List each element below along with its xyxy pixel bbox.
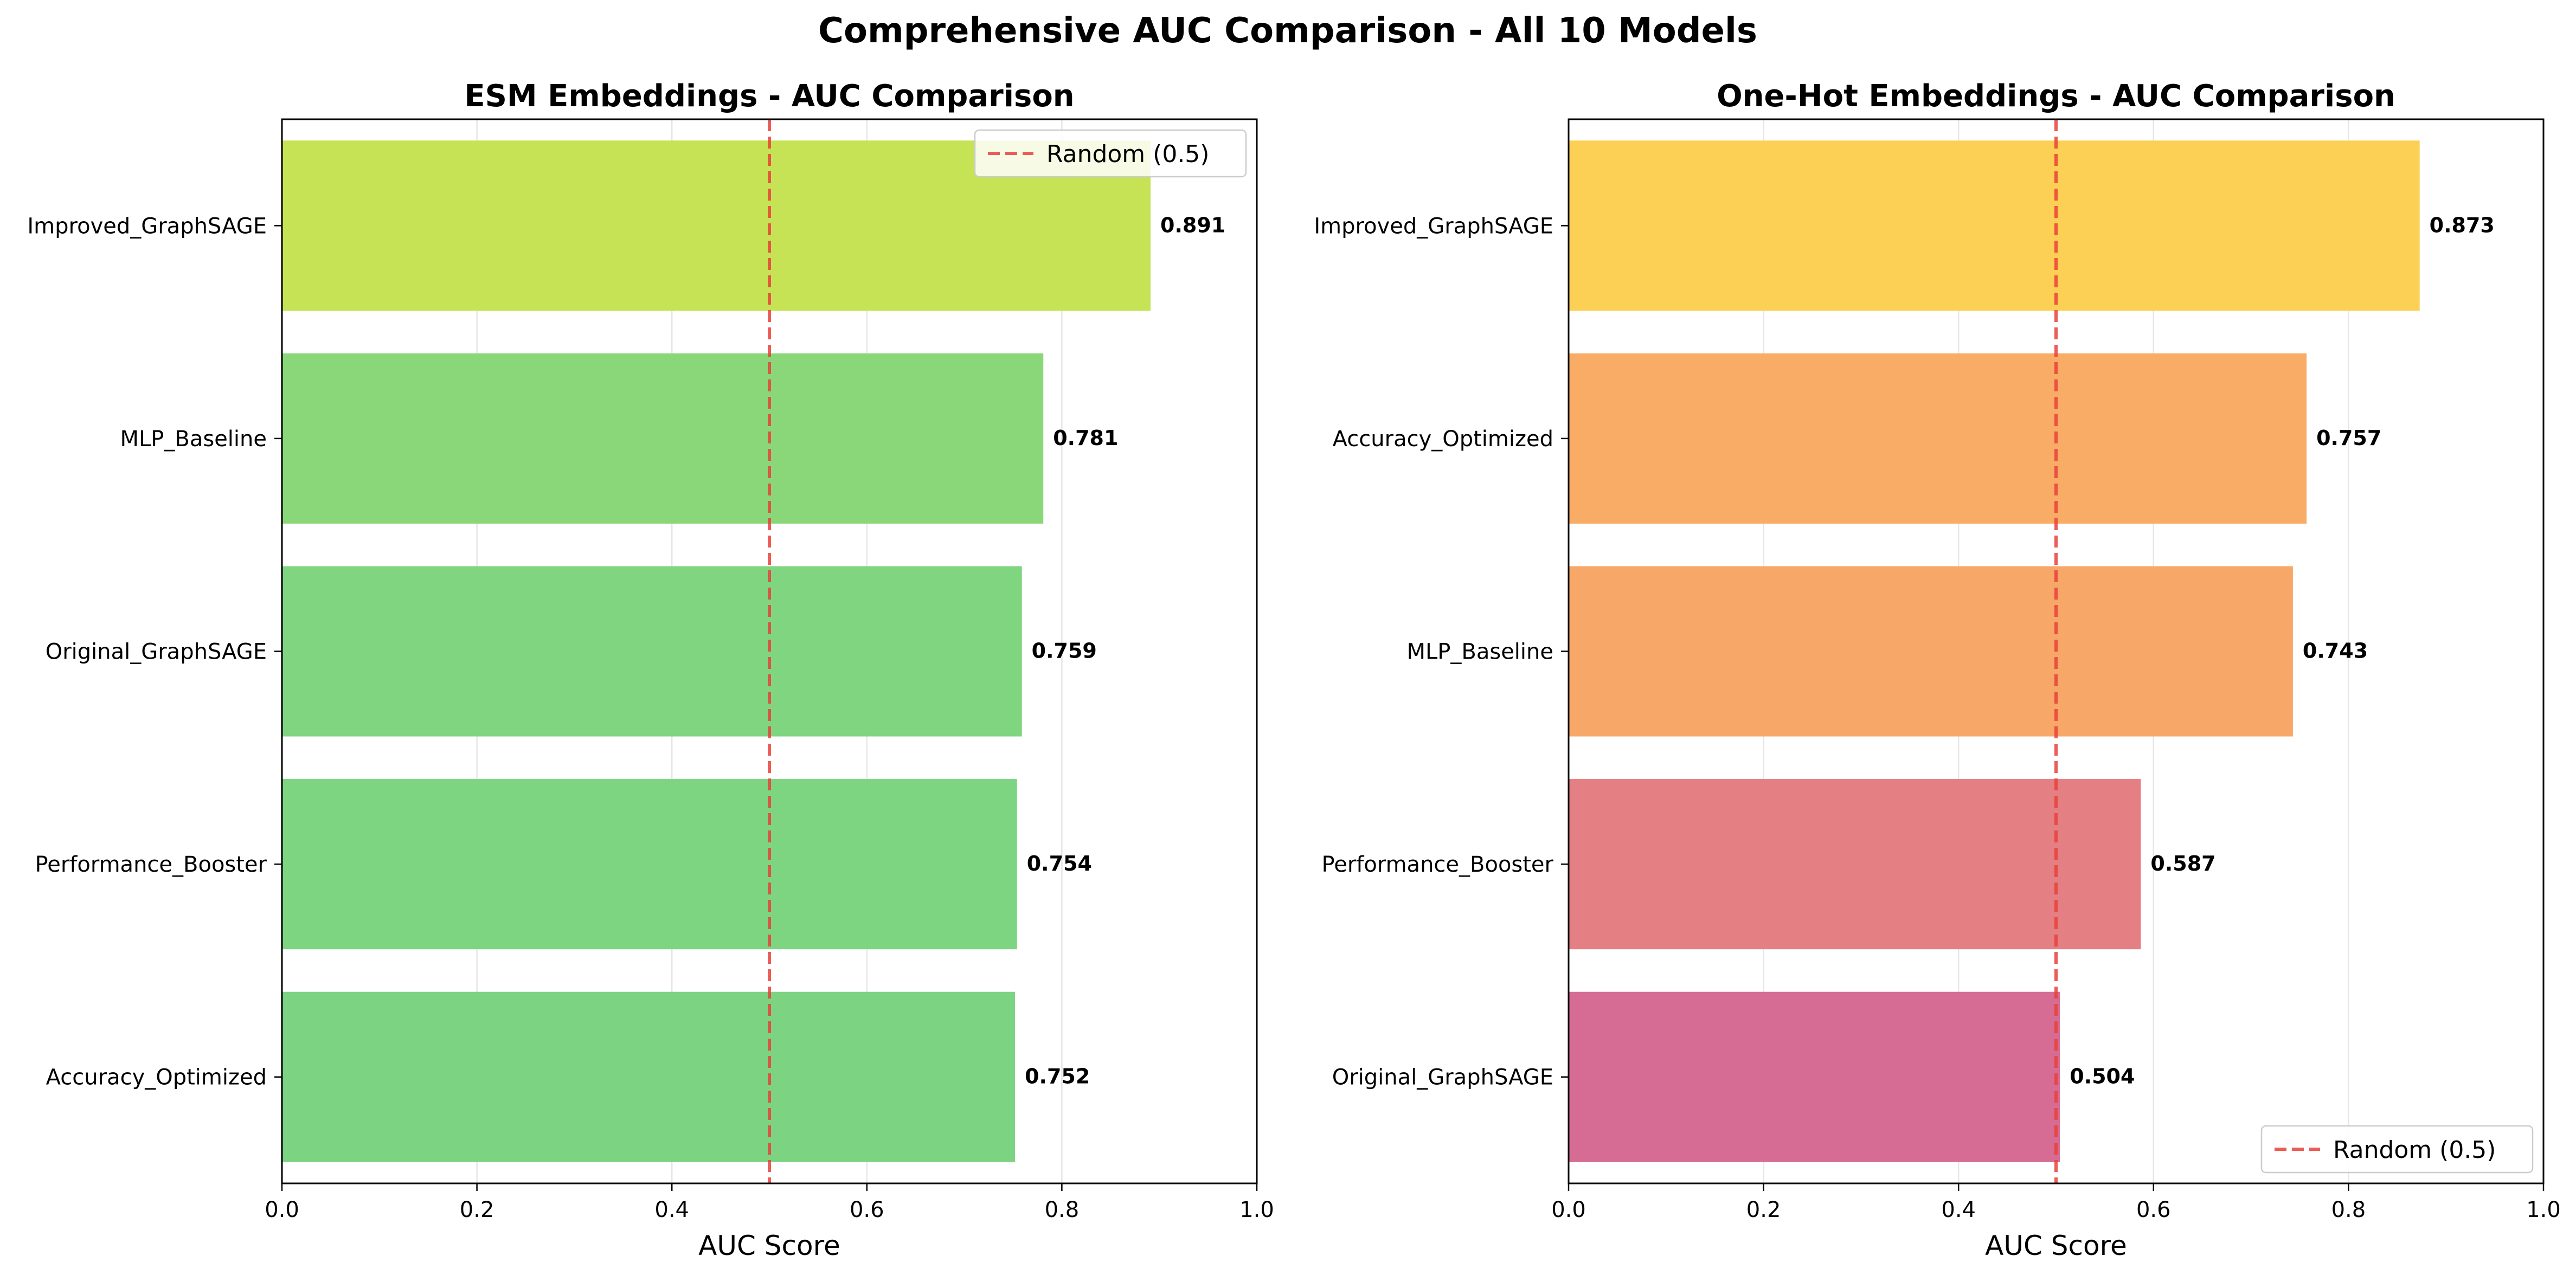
x-tick-label: 0.8 [2331,1197,2366,1222]
x-tick-label: 0.4 [1941,1197,1976,1222]
x-axis-label: AUC Score [1985,1230,2127,1261]
subplots: ESM Embeddings - AUC Comparison Improved_… [27,79,2560,1261]
value-label: 0.757 [2316,426,2381,450]
value-label: 0.759 [1032,639,1097,663]
y-tick-label: Improved_GraphSAGE [1314,214,1553,239]
x-tick-label: 0.0 [265,1197,299,1222]
value-label: 0.754 [1027,852,1092,875]
bar-original-graphsage [1569,991,2060,1162]
bar-improved-graphsage [1569,140,2420,311]
value-label: 0.752 [1025,1065,1090,1089]
x-tick-label: 0.8 [1045,1197,1080,1222]
x-tick-label: 1.0 [1239,1197,1274,1222]
legend-box [974,129,1247,178]
legend: Random (0.5) [974,129,1247,178]
value-label: 0.743 [2303,639,2368,663]
legend-label: Random (0.5) [2333,1136,2496,1164]
y-tick-label: MLP_Baseline [120,427,267,452]
x-tick-label: 0.2 [460,1197,494,1222]
y-tick-label: Accuracy_Optimized [46,1065,267,1090]
bar-accuracy-optimized [1569,353,2307,524]
subplot-title: ESM Embeddings - AUC Comparison [464,79,1074,114]
y-tick-label: Accuracy_Optimized [1333,427,1553,452]
legend-label: Random (0.5) [1046,140,1209,168]
x-tick-label: 0.0 [1551,1197,1586,1222]
y-tick-label: Performance_Booster [1322,852,1554,877]
value-label: 0.891 [1160,213,1225,237]
value-label: 0.587 [2150,852,2215,875]
y-tick-label: Original_GraphSAGE [46,640,267,665]
value-label: 0.781 [1053,426,1118,450]
y-tick-label: MLP_Baseline [1406,640,1553,665]
x-tick-label: 0.4 [654,1197,689,1222]
bar-original-graphsage [282,566,1022,737]
subplot-1: ESM Embeddings - AUC Comparison Improved_… [27,79,1274,1261]
x-tick-label: 0.6 [850,1197,884,1222]
legend-box [2260,1125,2534,1174]
axes-frame [1568,118,2545,1184]
legend: Random (0.5) [2260,1125,2534,1174]
value-label: 0.873 [2430,213,2495,237]
bar-accuracy-optimized [282,991,1016,1162]
bar-performance-booster [282,779,1017,950]
axes-frame [281,118,1258,1184]
subplot-2: One-Hot Embeddings - AUC Comparison Impro… [1314,79,2560,1261]
subplot-title: One-Hot Embeddings - AUC Comparison [1717,79,2395,114]
y-tick-label: Original_GraphSAGE [1332,1065,1553,1090]
bar-mlp-baseline [1569,566,2293,737]
value-label: 0.504 [2070,1065,2135,1089]
x-tick-label: 0.2 [1746,1197,1781,1222]
x-axis-label: AUC Score [698,1230,840,1261]
x-tick-label: 1.0 [2526,1197,2561,1222]
figure-title: Comprehensive AUC Comparison - All 10 Mo… [818,11,1757,51]
x-tick-label: 0.6 [2136,1197,2171,1222]
bar-performance-booster [1569,779,2141,950]
y-tick-label: Improved_GraphSAGE [27,214,267,239]
bar-mlp-baseline [282,353,1044,524]
y-tick-label: Performance_Booster [35,852,267,877]
